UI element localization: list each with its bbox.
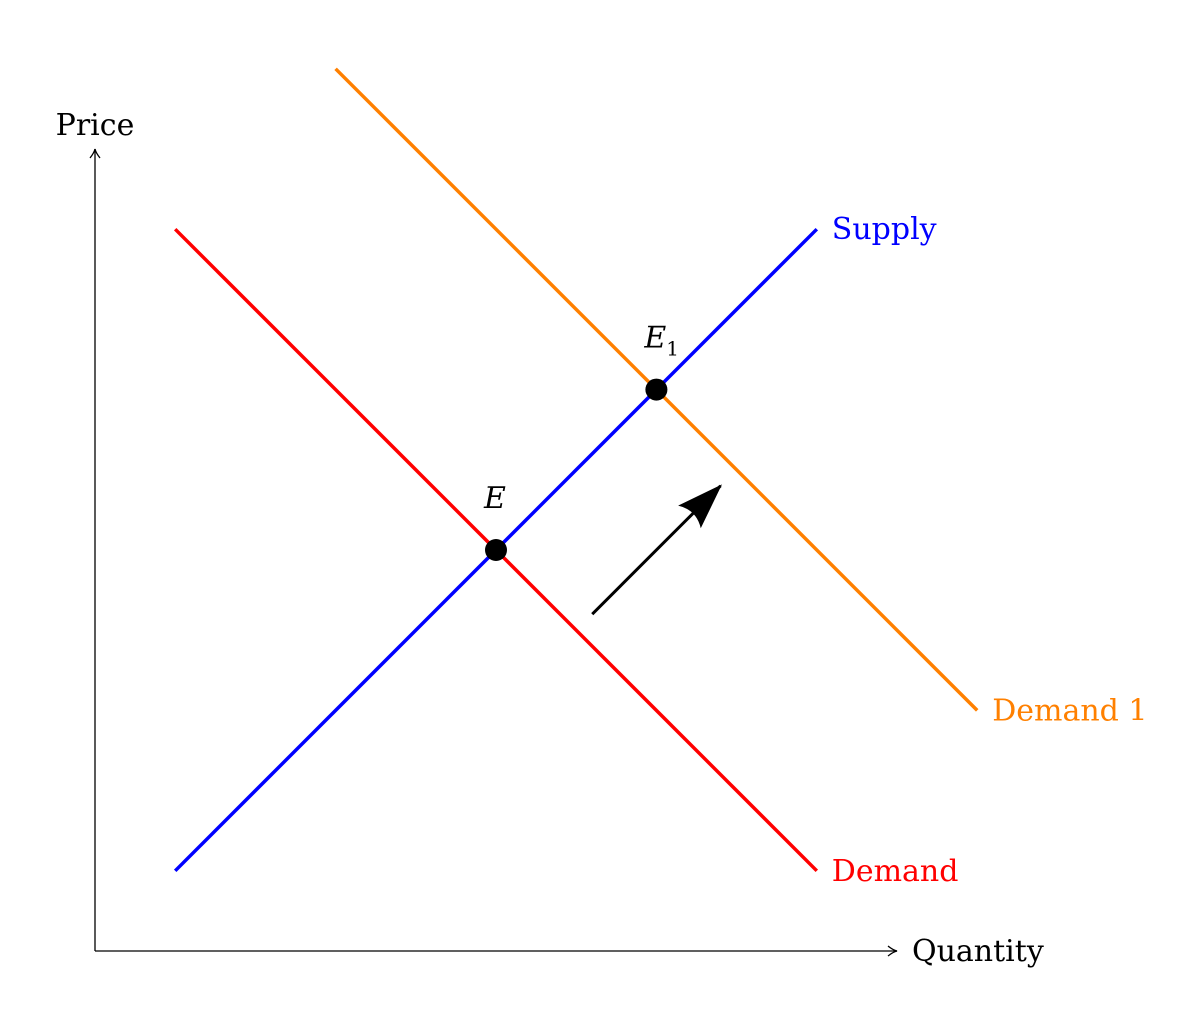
shift-arrow — [591, 484, 722, 616]
series-label: Demand — [832, 854, 959, 889]
y-axis-label: Price — [56, 108, 135, 143]
series-label: Supply — [832, 212, 937, 247]
equilibrium-label: E — [483, 481, 506, 516]
x-axis-label: Quantity — [912, 934, 1044, 969]
equilibrium-point — [485, 539, 507, 561]
equilibrium-label: E1 — [643, 321, 679, 361]
series-label: Demand 1 — [992, 693, 1147, 728]
equilibrium-point — [645, 378, 668, 401]
